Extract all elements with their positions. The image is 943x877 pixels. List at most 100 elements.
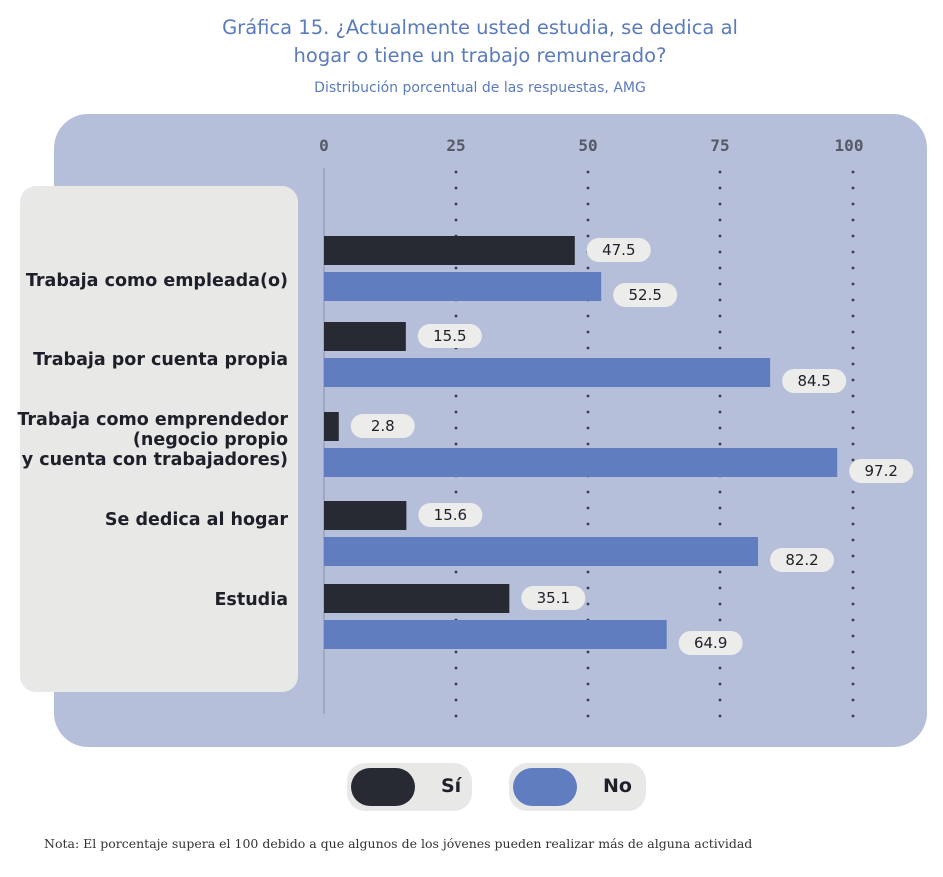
category-label-line: Se dedica al hogar: [104, 510, 288, 530]
chart-subtitle: Distribución porcentual de las respuesta…: [314, 80, 646, 96]
gridline-dot: [586, 666, 590, 670]
gridline-dot: [586, 650, 590, 654]
gridline-dot: [718, 682, 722, 686]
gridline-dot: [851, 330, 855, 334]
gridline-dot: [718, 170, 722, 174]
gridline-dot: [586, 394, 590, 398]
gridline-dot: [718, 442, 722, 446]
gridline-dot: [851, 586, 855, 590]
gridline-dot: [851, 538, 855, 542]
gridline-dot: [851, 314, 855, 318]
gridline-dot: [454, 186, 458, 190]
data-label: 64.9: [694, 634, 727, 652]
data-label-pill: [678, 631, 743, 655]
gridline-dot: [718, 282, 722, 286]
gridline-dot: [586, 522, 590, 526]
bar-no: [324, 358, 771, 387]
legend-no-swatch: [513, 768, 577, 806]
gridline-dot: [718, 714, 722, 718]
x-tick-label: 100: [835, 136, 864, 155]
chart-title-line-1: Gráfica 15. ¿Actualmente usted estudia, …: [222, 16, 738, 39]
gridline-dot: [454, 698, 458, 702]
gridline-dot: [851, 266, 855, 270]
gridline-dot: [851, 362, 855, 366]
category-label-line: y cuenta con trabajadores): [21, 450, 288, 470]
category-label-line: Trabaja como emprendedor: [17, 410, 288, 430]
gridline-dot: [586, 330, 590, 334]
gridline-dot: [454, 442, 458, 446]
bar-si: [324, 322, 406, 351]
category-label: Trabaja por cuenta propia: [33, 350, 288, 370]
gridline-dot: [718, 186, 722, 190]
gridline-dot: [718, 618, 722, 622]
category-label-line: Trabaja como empleada(o): [25, 271, 288, 291]
gridline-dot: [586, 170, 590, 174]
gridline-dot: [718, 346, 722, 350]
gridline-dot: [718, 298, 722, 302]
footnote: Nota: El porcentaje supera el 100 debido…: [44, 836, 753, 851]
gridline-dot: [454, 714, 458, 718]
bar-si: [324, 412, 339, 441]
gridline-dot: [851, 442, 855, 446]
gridline-dot: [454, 666, 458, 670]
x-tick-label: 25: [446, 136, 465, 155]
gridline-dot: [851, 202, 855, 206]
data-label: 35.1: [537, 589, 570, 607]
gridline-dot: [718, 394, 722, 398]
data-label-pill: [849, 459, 914, 483]
data-label: 47.5: [602, 241, 635, 259]
gridline-dot: [586, 586, 590, 590]
gridline-dot: [586, 346, 590, 350]
gridline-dot: [586, 186, 590, 190]
gridline-dot: [454, 490, 458, 494]
gridline-dot: [718, 602, 722, 606]
gridline-dot: [851, 506, 855, 510]
chart-title: Gráfica 15. ¿Actualmente usted estudia, …: [0, 14, 943, 70]
gridline-dot: [718, 218, 722, 222]
gridline-dot: [586, 202, 590, 206]
bar-no: [324, 272, 602, 301]
gridline-dot: [851, 682, 855, 686]
category-label: Estudia: [214, 590, 288, 610]
gridline-dot: [586, 698, 590, 702]
data-label: 84.5: [797, 372, 830, 390]
gridline-dot: [454, 394, 458, 398]
data-label: 2.8: [371, 417, 395, 435]
data-label-pill: [350, 414, 415, 438]
data-label: 15.6: [434, 506, 467, 524]
data-label-pill: [770, 548, 835, 572]
gridline-dot: [586, 314, 590, 318]
gridline-dot: [851, 666, 855, 670]
gridline-dot: [454, 266, 458, 270]
gridline-dot: [454, 170, 458, 174]
gridline-dot: [718, 266, 722, 270]
data-label-pill: [586, 238, 651, 262]
bar-no: [324, 448, 838, 477]
bar-no: [324, 620, 667, 649]
data-label: 82.2: [785, 551, 818, 569]
data-label-pill: [418, 503, 483, 527]
gridline-dot: [851, 234, 855, 238]
gridline-dot: [586, 602, 590, 606]
bar-si: [324, 236, 575, 265]
category-label-box: [20, 186, 298, 692]
gridline-dot: [718, 426, 722, 430]
category-label: Trabaja como empleada(o): [26, 271, 288, 291]
legend-no-label: No: [603, 775, 632, 797]
gridline-dot: [586, 266, 590, 270]
gridline-dot: [851, 426, 855, 430]
gridline-dot: [586, 506, 590, 510]
gridline-dot: [718, 410, 722, 414]
gridline-dot: [851, 650, 855, 654]
gridline-dot: [718, 570, 722, 574]
gridline-dot: [718, 250, 722, 254]
gridline-dot: [454, 202, 458, 206]
gridline-dot: [586, 410, 590, 414]
gridline-dot: [851, 250, 855, 254]
data-label-pill: [782, 369, 847, 393]
category-label-line: Trabaja por cuenta propia: [33, 350, 288, 370]
gridline-dot: [851, 282, 855, 286]
bar-si: [324, 501, 407, 530]
gridline-dot: [454, 682, 458, 686]
gridline-dot: [851, 218, 855, 222]
